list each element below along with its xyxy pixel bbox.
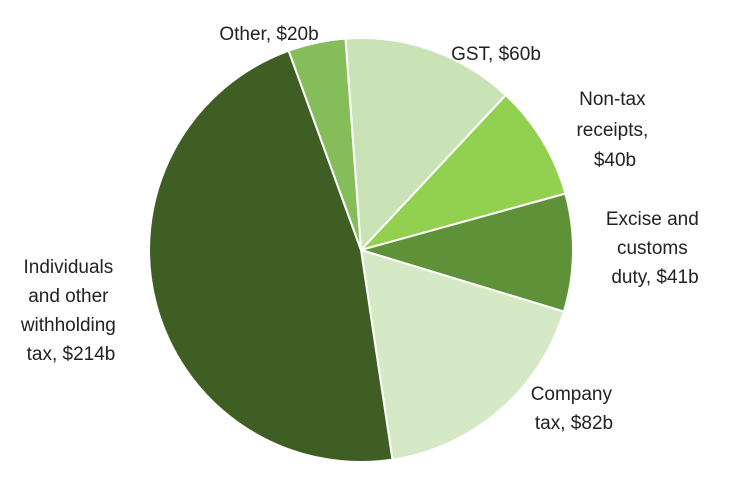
slice-label-other: Other, $20b xyxy=(219,24,318,45)
slice-label-excise-customs: Excise and customs duty, $41b xyxy=(606,209,704,288)
pie-slice-non-tax-receipts-40b xyxy=(357,93,567,252)
pie-slice-excise-and-customs-duty-41b xyxy=(357,192,574,313)
pie-slice-other-20b xyxy=(287,37,362,251)
slice-label-individuals: Individuals and other withholding tax, $… xyxy=(20,257,121,365)
slice-label-gst: GST, $60b xyxy=(451,44,541,65)
pie-slice-gst-60b xyxy=(344,37,508,253)
pie-slice-individuals-and-other-withholding-tax-214b xyxy=(148,49,394,463)
pie-slice-company-tax-82b xyxy=(359,248,566,461)
slice-label-non-tax-receipts: Non-tax receipts, $40b xyxy=(576,89,653,171)
pie-labels: GST, $60b Non-tax receipts, $40b Excise … xyxy=(20,24,704,434)
slice-label-company-tax: Company tax, $82b xyxy=(531,384,618,434)
pie-slices xyxy=(148,37,574,463)
